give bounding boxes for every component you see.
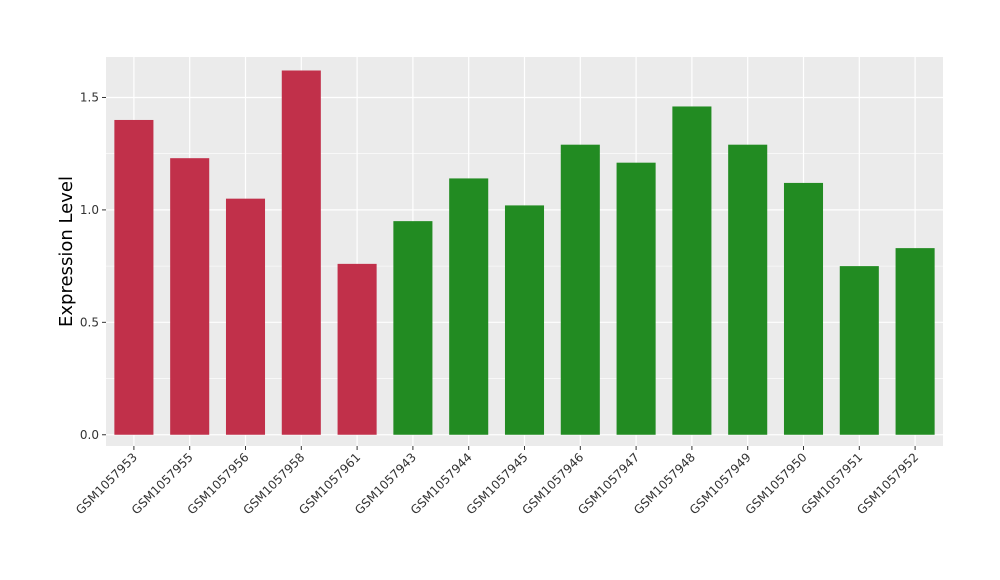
bar <box>281 70 321 435</box>
y-axis: 0.0 0.5 1.0 1.5 <box>80 90 106 442</box>
y-tick-label: 0.0 <box>80 428 99 442</box>
bars <box>114 70 935 435</box>
bar <box>728 144 768 435</box>
y-tick-label: 0.5 <box>80 315 99 329</box>
bar <box>504 205 545 435</box>
x-axis: GSM1057953GSM1057955GSM1057956GSM1057958… <box>73 446 921 517</box>
bar <box>839 266 879 435</box>
y-tick-label: 1.5 <box>80 90 99 104</box>
bar <box>393 221 433 435</box>
bar <box>560 144 600 435</box>
bar <box>114 119 154 435</box>
y-axis-title: Expression Level <box>56 176 77 327</box>
bar <box>225 198 266 435</box>
y-tick-label: 1.0 <box>80 203 99 217</box>
bar <box>672 106 712 435</box>
bar <box>449 178 489 435</box>
bar <box>170 158 210 435</box>
bar <box>337 263 377 435</box>
bar <box>895 248 935 435</box>
bar <box>616 162 656 435</box>
bar <box>783 182 824 435</box>
